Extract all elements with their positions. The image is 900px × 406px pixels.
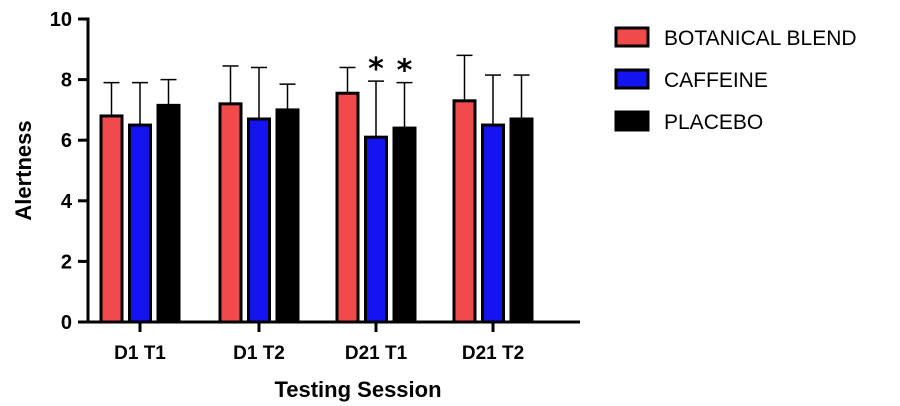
error-bars-layer	[103, 54, 530, 138]
bar-placebo-d1-t2	[275, 108, 300, 324]
bar-placebo-d21-t2	[509, 117, 534, 324]
significance-asterisk: *	[368, 52, 384, 87]
legend-label: BOTANICAL BLEND	[664, 27, 857, 50]
bar-placebo-d1-t1	[156, 103, 181, 324]
bar-caffeine-d21-t1	[364, 135, 388, 324]
y-tick-label: 2	[61, 251, 72, 273]
legend-label: PLACEBO	[664, 111, 763, 134]
bar-caffeine-d1-t1	[128, 123, 152, 324]
error-bar-caffeine-d21-t1	[368, 80, 384, 138]
legend-swatch	[614, 26, 650, 48]
legend: BOTANICAL BLEND CAFFEINE PLACEBO	[614, 26, 857, 134]
error-bar-caffeine-d1-t2	[251, 66, 267, 119]
bar-botanical-blend-d1-t2	[218, 102, 243, 324]
legend-item-placebo: PLACEBO	[614, 110, 763, 134]
bars-layer	[99, 91, 534, 324]
annotations-layer: * *	[368, 52, 413, 89]
bar-placebo-d21-t1	[392, 126, 417, 324]
y-tick-label: 4	[61, 191, 73, 213]
bar-botanical-blend-d21-t2	[452, 99, 477, 324]
error-bar-placebo-d21-t2	[513, 74, 530, 119]
error-bar-botanical-blend-d21-t1	[339, 66, 356, 94]
x-tick-label: D1 T2	[233, 343, 285, 364]
x-tick-label: D1 T1	[114, 343, 166, 364]
error-bar-placebo-d1-t1	[160, 78, 177, 106]
significance-asterisk: *	[397, 54, 413, 89]
bar-botanical-blend-d21-t1	[335, 91, 360, 324]
y-tick-label: 0	[61, 312, 72, 334]
y-ticks-layer: 0 2 4 6 8 10	[50, 9, 88, 334]
error-bar-placebo-d1-t2	[279, 83, 296, 110]
error-bar-botanical-blend-d1-t2	[222, 65, 239, 104]
y-axis-title: Alertness	[11, 120, 36, 220]
error-bar-caffeine-d1-t1	[132, 81, 148, 126]
error-bar-botanical-blend-d21-t2	[456, 54, 473, 101]
bar-caffeine-d1-t2	[247, 117, 271, 324]
bar-botanical-blend-d1-t1	[99, 114, 124, 324]
x-tick-label: D21 T2	[462, 343, 524, 364]
error-bar-caffeine-d21-t2	[485, 74, 501, 126]
x-ticks-layer: D1 T1 D1 T2 D21 T1 D21 T2	[114, 322, 524, 364]
error-bar-botanical-blend-d1-t1	[103, 81, 120, 116]
legend-item-botanical-blend: BOTANICAL BLEND	[614, 26, 857, 50]
y-tick-label: 10	[50, 9, 72, 31]
legend-swatch	[614, 110, 650, 132]
y-tick-label: 8	[61, 70, 72, 92]
y-tick-label: 6	[61, 130, 72, 152]
x-tick-label: D21 T1	[345, 343, 408, 364]
legend-item-caffeine: CAFFEINE	[614, 68, 768, 92]
legend-swatch	[614, 68, 650, 90]
axes-layer	[86, 17, 580, 324]
bar-caffeine-d21-t2	[481, 123, 505, 324]
x-axis-title: Testing Session	[274, 377, 441, 402]
legend-label: CAFFEINE	[664, 69, 768, 92]
error-bar-placebo-d21-t1	[396, 81, 413, 129]
